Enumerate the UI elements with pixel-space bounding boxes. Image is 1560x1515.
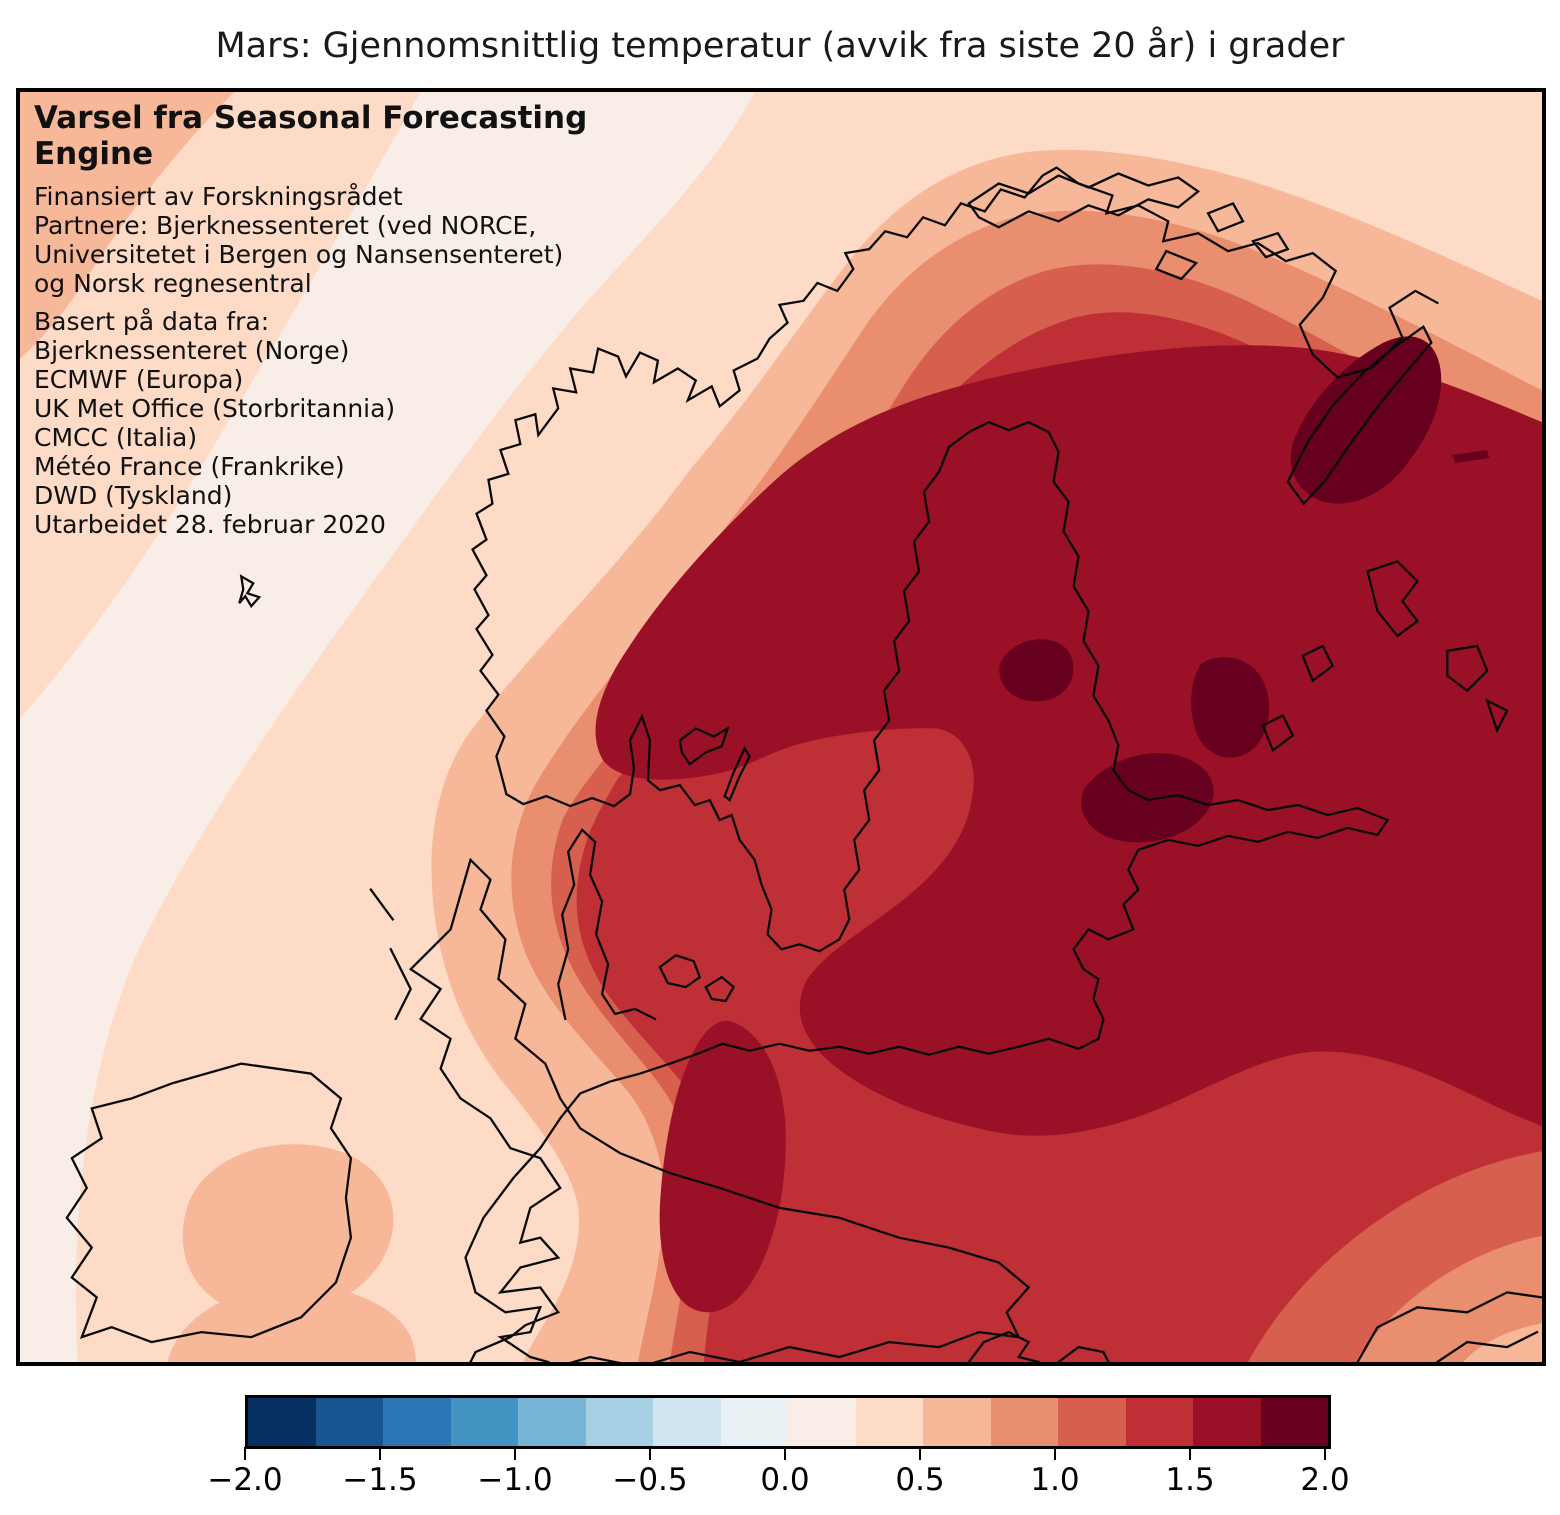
contour-band-corner-05-075 (1463, 1323, 1542, 1362)
colorbar (245, 1395, 1331, 1449)
coastline-danish-islands (658, 953, 736, 1003)
annotation-box: Varsel fra Seasonal Forecasting Engine F… (34, 100, 674, 539)
temperature-anomaly-map (20, 92, 1542, 1362)
coastline-ireland (65, 1062, 353, 1344)
annotation-source-line-0: Basert på data fra: (34, 307, 270, 336)
coastline-black-sea (1356, 1291, 1542, 1362)
colorbar-segment-7 (720, 1398, 788, 1446)
annotation-block-funding: Finansiert av Forskningsrådet Partnere: B… (34, 182, 674, 298)
colorbar-segment-3 (450, 1398, 518, 1446)
coastline-svalbard (967, 172, 1290, 281)
colorbar-tick-4 (784, 1447, 786, 1460)
colorbar-segment-6 (653, 1398, 721, 1446)
coastline-kattegat-islands (678, 726, 751, 802)
colorbar-segment-15 (1260, 1398, 1328, 1446)
coastlines (65, 166, 1542, 1362)
colorbar-segment-0 (248, 1398, 316, 1446)
contour-band-15-175-poland-blob (659, 1020, 786, 1313)
colorbar-segment-1 (315, 1398, 383, 1446)
coastline-lakes (1261, 644, 1335, 753)
coastline-novaya-zemlya (1286, 324, 1433, 506)
colorbar-tick-label-8: 2.0 (1300, 1462, 1350, 1498)
coastline-hebrides (369, 888, 412, 1021)
colorbar-tick-label-5: 0.5 (895, 1462, 945, 1498)
contour-band-00-025 (20, 92, 755, 1362)
annotation-source-line-5: Météo France (Frankrike) (34, 452, 345, 481)
colorbar-tick-7 (1189, 1447, 1191, 1460)
contour-band-corner-075-10 (1355, 1235, 1542, 1362)
contour-band-175-20-sweden (999, 639, 1074, 702)
coastline-continent-channel (464, 1042, 725, 1362)
colorbar-tick-3 (649, 1447, 651, 1460)
annotation-funding-line-2: Universitetet i Bergen og Nansensenteret… (34, 240, 564, 269)
colorbar-tick-5 (919, 1447, 921, 1460)
contour-band-175-20-dash (1452, 450, 1490, 463)
coastline-norway-kola (471, 166, 1439, 796)
colorbar-segment-11 (990, 1398, 1058, 1446)
coastline-great-britain (408, 857, 1031, 1362)
colorbar-segment-4 (518, 1398, 586, 1446)
colorbar-segment-2 (383, 1398, 451, 1446)
colorbar-tick-0 (244, 1447, 246, 1460)
map-frame: Varsel fra Seasonal Forecasting Engine F… (16, 88, 1546, 1366)
annotation-source-line-7: Utarbeidet 28. februar 2020 (34, 510, 386, 539)
contour-band-15-175-main (595, 345, 1542, 1136)
colorbar-tick-label-6: 1.0 (1030, 1462, 1080, 1498)
coastline-baltic-bothnia (504, 420, 1390, 1056)
colorbar-tick-label-2: −1.0 (477, 1462, 553, 1498)
annotation-source-line-4: CMCC (Italia) (34, 423, 198, 452)
figure-title: Mars: Gjennomsnittlig temperatur (avvik … (215, 26, 1345, 66)
contour-band-175-20-ladoga (1081, 753, 1214, 843)
coastline-arctic-islands (1366, 560, 1509, 734)
colorbar-tick-label-4: 0.0 (760, 1462, 810, 1498)
annotation-source-line-2: ECMWF (Europa) (34, 365, 244, 394)
coastline-adriatic (967, 1330, 1110, 1362)
colorbar-tick-label-7: 1.5 (1165, 1462, 1215, 1498)
colorbar-tick-2 (514, 1447, 516, 1460)
annotation-source-line-3: UK Met Office (Storbritannia) (34, 394, 396, 423)
colorbar-segment-9 (855, 1398, 923, 1446)
colorbar-segment-10 (923, 1398, 991, 1446)
annotation-source-line-1: Bjerknessenteret (Norge) (34, 336, 350, 365)
colorbar-tick-label-3: −0.5 (612, 1462, 688, 1498)
contour-band-sw-05-075 (167, 1284, 416, 1362)
annotation-funding-line-3: og Norsk regnesentral (34, 269, 312, 298)
colorbar-segment-5 (585, 1398, 653, 1446)
annotation-funding-line-0: Finansiert av Forskningsrådet (34, 182, 403, 211)
colorbar-tick-1 (379, 1447, 381, 1460)
contour-band-nw-corner-05-075 (20, 92, 235, 359)
colorbar-segment-13 (1125, 1398, 1193, 1446)
contour-bands (20, 92, 1542, 1362)
colorbar-tick-6 (1054, 1447, 1056, 1460)
contour-band-175-20-finland (1191, 656, 1270, 758)
annotation-block-sources: Basert på data fra: Bjerknessenteret (Nor… (34, 307, 674, 539)
contour-band-ireland-05-075 (182, 1144, 394, 1316)
annotation-funding-line-1: Partnere: Bjerknessenteret (ved NORCE, (34, 211, 537, 240)
coastline-jutland (557, 828, 657, 1021)
annotation-source-line-6: DWD (Tyskland) (34, 481, 233, 510)
contour-band-175-20-novaya-zemlya (1290, 336, 1442, 504)
colorbar-tick-label-0: −2.0 (207, 1462, 283, 1498)
colorbar-tick-label-1: −1.5 (342, 1462, 418, 1498)
colorbar-tick-8 (1324, 1447, 1326, 1460)
colorbar-segment-14 (1193, 1398, 1261, 1446)
coastline-faroe (238, 574, 262, 609)
colorbar-segment-12 (1058, 1398, 1126, 1446)
annotation-heading: Varsel fra Seasonal Forecasting Engine (34, 100, 588, 172)
colorbar-segment-8 (788, 1398, 856, 1446)
